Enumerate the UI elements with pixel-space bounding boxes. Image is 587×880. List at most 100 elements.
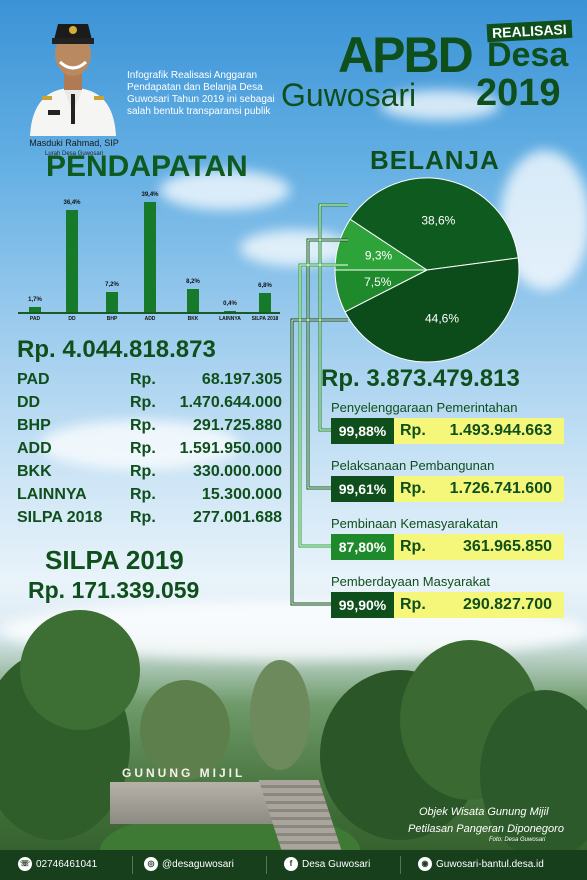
belanja-total: Rp. 3.873.479.813 (321, 365, 520, 392)
title-apbd: APBD (338, 27, 474, 83)
belanja-item-amount-box: Rp. 1.493.944.663 (394, 418, 564, 444)
pendapatan-row-currency: Rp. (130, 417, 156, 434)
tree (480, 690, 587, 850)
pendapatan-row-label: SILPA 2018 (17, 509, 103, 526)
whatsapp-icon: ☏ (18, 857, 32, 872)
bar-category-label: ADD (144, 316, 156, 322)
title-year: 2019 (476, 72, 561, 114)
bar-category-label: SILPA 2018 (251, 316, 279, 322)
belanja-item-currency: Rp. (400, 480, 426, 497)
pendapatan-row-label: BKK (17, 463, 52, 480)
bar-category-label: DD (68, 316, 76, 322)
belanja-item-percent: 99,61% (331, 476, 394, 502)
portrait-illustration (30, 24, 116, 136)
footer-divider (400, 856, 401, 874)
pendapatan-row-label: LAINNYA (17, 486, 87, 503)
bar-value-label: 0,4% (223, 300, 237, 307)
footer: ☏ 02746461041 ◎ @desaguwosari f Desa Guwosa… (0, 850, 587, 880)
bar-bhp (106, 291, 118, 312)
photo-caption-title: Objek Wisata Gunung Mijil (419, 806, 549, 818)
tree (250, 660, 310, 770)
bar-value-label: 7,2% (105, 281, 119, 288)
belanja-item-amount-box: Rp. 1.726.741.600 (394, 476, 564, 502)
pendapatan-row-amount: 277.001.688 (193, 509, 282, 526)
pendapatan-row-amount: 68.197.305 (201, 371, 282, 388)
belanja-item-currency: Rp. (400, 538, 426, 555)
cloud (40, 420, 240, 470)
pie-slice-label: 9,3% (365, 248, 393, 262)
pie-slice (334, 269, 428, 313)
pendapatan-row-amount: 291.725.880 (193, 417, 282, 434)
bar-value-label: 6,8% (258, 282, 272, 289)
pie-slice-label: 7,5% (364, 275, 392, 289)
photo-credit: Foto: Desa Guwosari (489, 837, 546, 843)
pendapatan-row-label: ADD (17, 440, 52, 457)
pie-slice-label: 44,6% (425, 311, 459, 325)
title-guwosari: Guwosari (281, 77, 417, 113)
bar-value-label: 1,7% (28, 297, 42, 304)
footer-facebook[interactable]: f Desa Guwosari (284, 857, 370, 873)
cloud (240, 230, 350, 266)
belanja-item-currency: Rp. (400, 422, 426, 439)
bar-dd (66, 210, 78, 312)
belanja-item-amount: 1.726.741.600 (449, 480, 552, 497)
footer-instagram-text: @desaguwosari (162, 859, 234, 870)
pendapatan-row-label: DD (17, 394, 41, 411)
pendapatan-row: LAINNYA Rp. 15.300.000 (17, 486, 282, 507)
bar-category-label: LAINNYA (219, 316, 241, 322)
cloud (160, 170, 290, 210)
tree (20, 610, 140, 730)
bar-bkk (187, 289, 199, 312)
belanja-item-label: Pemberdayaan Masyarakat (331, 574, 490, 589)
pendapatan-row: BHP Rp. 291.725.880 (17, 417, 282, 438)
bar-pad (29, 307, 41, 312)
bar-value-label: 8,2% (186, 279, 200, 286)
belanja-item-percent: 99,88% (331, 418, 394, 444)
pendapatan-row: BKK Rp. 330.000.000 (17, 463, 282, 484)
pendapatan-row: PAD Rp. 68.197.305 (17, 371, 282, 392)
belanja-item-amount: 290.827.700 (463, 596, 552, 613)
pendapatan-row-currency: Rp. (130, 509, 156, 526)
bar-category-label: BKK (187, 316, 199, 322)
instagram-icon: ◎ (144, 857, 158, 872)
stone-wall (110, 782, 280, 824)
title-desa: Desa (487, 36, 569, 74)
belanja-item-percent: 99,90% (331, 592, 394, 618)
footer-website[interactable]: ◉ Guwosari-bantul.desa.id (418, 857, 544, 873)
pendapatan-row-currency: Rp. (130, 371, 156, 388)
portrait: Masduki Rahmad, SIP Lurah Desa Guwosari (24, 10, 122, 157)
globe-icon: ◉ (418, 857, 432, 872)
pendapatan-row: ADD Rp. 1.591.950.000 (17, 440, 282, 461)
belanja-item-currency: Rp. (400, 596, 426, 613)
landscape-photo: GUNUNG MIJIL (0, 610, 587, 850)
footer-phone[interactable]: ☏ 02746461041 (18, 857, 97, 873)
belanja-pie-chart: 9,3% 38,6% 44,6% 7,5% (334, 177, 520, 363)
belanja-item-label: Penyelenggaraan Pemerintahan (331, 400, 518, 415)
belanja-heading: BELANJA (370, 145, 500, 175)
belanja-item-amount: 361.965.850 (463, 538, 552, 555)
pie-slice (344, 257, 520, 363)
pendapatan-heading: PENDAPATAN (46, 150, 248, 183)
pendapatan-total: Rp. 4.044.818.873 (17, 336, 216, 363)
bar-lainnya (224, 310, 236, 312)
pie-slice-label: 38,6% (421, 214, 455, 228)
pendapatan-row: DD Rp. 1.470.644.000 (17, 394, 282, 415)
pendapatan-row: SILPA 2018 Rp. 277.001.688 (17, 509, 282, 530)
belanja-item-amount: 1.493.944.663 (449, 422, 552, 439)
person-role: Lurah Desa Guwosari (44, 151, 104, 157)
tree (140, 680, 230, 780)
belanja-connectors (290, 203, 348, 606)
bar-category-label: BHP (106, 316, 118, 322)
bar-category-label: PAD (29, 316, 41, 322)
belanja-item-label: Pembinaan Kemasyarakatan (331, 516, 498, 531)
pendapatan-row-currency: Rp. (130, 394, 156, 411)
pendapatan-row-amount: 15.300.000 (201, 486, 282, 503)
silpa-amount: Rp. 171.339.059 (28, 577, 200, 603)
facebook-icon: f (284, 857, 298, 872)
footer-instagram[interactable]: ◎ @desaguwosari (144, 857, 234, 873)
belanja-item-label: Pelaksanaan Pembangunan (331, 458, 495, 473)
gunung-mijil-sign: GUNUNG MIJIL (122, 766, 246, 780)
pendapatan-row-currency: Rp. (130, 440, 156, 457)
footer-facebook-text: Desa Guwosari (302, 859, 371, 870)
photo-caption-subtitle: Petilasan Pangeran Diponegoro (408, 823, 564, 835)
